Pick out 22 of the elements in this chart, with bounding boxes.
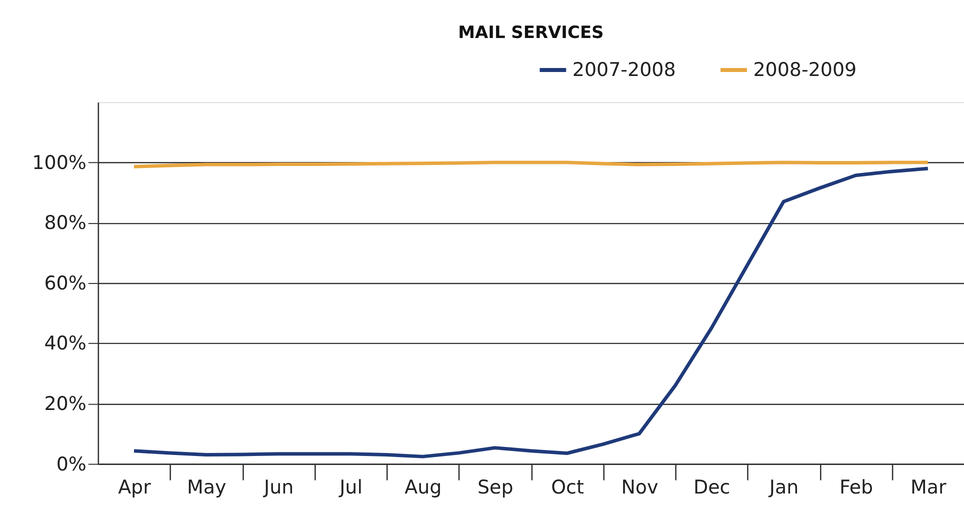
y-tick-label: 40%	[44, 332, 86, 355]
x-tick-label: May	[187, 476, 226, 498]
x-tick-label: Jul	[338, 476, 362, 498]
line-series	[132, 166, 930, 458]
x-tick-label: Aug	[404, 476, 442, 498]
legend-label: 2007-2008	[572, 58, 676, 81]
x-tick-label: Oct	[551, 476, 584, 498]
y-tick-label: 0%	[56, 453, 86, 476]
x-tick-label: Mar	[910, 476, 947, 498]
chart-title: MAIL SERVICES	[458, 23, 604, 44]
x-tick-label: Sep	[477, 476, 514, 498]
x-tick-label: Apr	[118, 476, 152, 498]
y-tick-label: 20%	[44, 393, 86, 416]
x-tick-label: Feb	[839, 476, 874, 498]
y-tick-label: 60%	[44, 272, 86, 294]
x-tick-label: Nov	[621, 476, 658, 498]
x-tick-label: Jun	[263, 476, 294, 498]
y-tick-label: 80%	[44, 212, 86, 234]
legend-label: 2008-2009	[753, 58, 857, 81]
y-tick-label: 100%	[32, 152, 86, 174]
x-tick-label: Jan	[768, 476, 799, 498]
x-tick-label: Dec	[694, 476, 730, 498]
